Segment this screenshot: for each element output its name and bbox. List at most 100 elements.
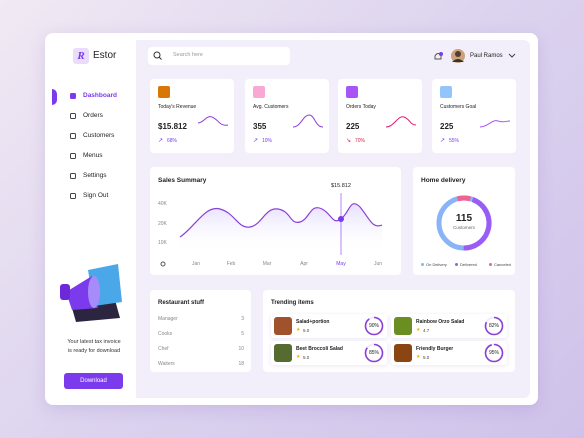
sales-chart — [160, 193, 383, 267]
rating-star: ★ — [296, 327, 301, 333]
sales-card: Sales Summary $15.812 40K 20K 10K Jan Feb Mar… — [150, 167, 401, 275]
trending-item[interactable]: Beet Broccoli Salad ★ 5.0 85% — [271, 341, 387, 365]
progress-ring — [484, 343, 504, 363]
sales-line — [179, 203, 383, 238]
progress-ring — [364, 316, 384, 336]
stat-value: 225 — [346, 122, 360, 131]
sparkline — [385, 116, 417, 128]
stat-change: 68% — [167, 138, 178, 144]
staff-title: Restaurant stuff — [158, 300, 205, 306]
trending-item[interactable]: Rainbow Orzo Salad ★ 4.7 82% — [391, 314, 507, 338]
avatar[interactable] — [451, 49, 465, 63]
promo-illustration — [60, 264, 122, 322]
chevron[interactable] — [508, 53, 516, 58]
menu-item[interactable]: Sign Out — [83, 192, 109, 199]
settings-icon[interactable] — [160, 261, 166, 267]
sales-title: Sales Summary — [158, 177, 207, 184]
stat-icon — [440, 86, 452, 98]
menu-item[interactable]: Customers — [83, 132, 115, 139]
stat-title: Customers Goal — [440, 104, 477, 110]
promo-text: Your latest tax invoice is ready for dow… — [67, 339, 121, 354]
menu-icon — [70, 173, 76, 179]
progress-arc — [484, 343, 504, 363]
rating-star: ★ — [416, 327, 421, 333]
trending-item[interactable]: Salad+portion ★ 5.0 90% — [271, 314, 387, 338]
sparkline — [197, 116, 229, 126]
stat-icon — [253, 86, 265, 98]
trending-card: Trending items Salad+portion ★ 5.0 90% Rainb… — [263, 290, 515, 372]
donut — [436, 195, 492, 251]
menu-item[interactable]: Dashboard — [83, 92, 117, 99]
staff-count: 3 — [241, 316, 244, 322]
staff-count: 5 — [241, 331, 244, 337]
month-label: Apr — [300, 261, 308, 267]
legend-dot — [455, 263, 458, 266]
progress-label: 90% — [368, 323, 379, 329]
delivery-total-label: Customers — [453, 225, 475, 230]
search-box[interactable] — [148, 47, 290, 65]
active-indicator — [52, 89, 57, 105]
stat-icon — [158, 86, 170, 98]
month-label: Jun — [373, 261, 383, 267]
menu-item[interactable]: Menus — [83, 152, 103, 159]
search-icon — [153, 51, 162, 60]
legend-label: On Delivery — [426, 261, 447, 267]
food-thumb — [274, 344, 292, 362]
sales-area — [180, 203, 382, 253]
month-label: Mar — [262, 261, 272, 267]
item-name: Salad+portion — [296, 319, 330, 325]
menu-icon — [70, 113, 76, 119]
progress-label: 95% — [488, 350, 499, 356]
sidebar — [52, 40, 136, 398]
stat-arrow: ↗ — [253, 138, 259, 144]
stat-value: $15.812 — [158, 122, 187, 131]
progress-arc — [364, 343, 384, 363]
item-name: Rainbow Orzo Salad — [416, 319, 465, 325]
stat-card: Orders Today 225 ↘ 70% — [338, 79, 422, 153]
stat-change: 70% — [355, 138, 366, 144]
month-label: May — [336, 261, 346, 267]
food-thumb — [394, 317, 412, 335]
item-name: Friendly Burger — [416, 346, 454, 352]
staff-role: Waiters — [158, 361, 175, 367]
rating-star: ★ — [296, 354, 301, 360]
legend-dot — [489, 263, 492, 266]
menu-item[interactable]: Orders — [83, 112, 103, 119]
rating-star: ★ — [416, 354, 421, 360]
stat-arrow: ↗ — [158, 138, 164, 144]
y-label: 40K — [158, 201, 167, 207]
sales-highlight: $15.812 — [331, 183, 351, 189]
brand: Estor — [93, 50, 117, 61]
stat-change: 55% — [449, 138, 460, 144]
item-rating: 5.0 — [303, 354, 310, 360]
item-rating: 4.7 — [423, 327, 430, 333]
progress-ring — [364, 343, 384, 363]
sparkline-path — [479, 120, 511, 128]
stat-arrow: ↗ — [440, 138, 446, 144]
food-thumb — [394, 344, 412, 362]
menu-icon — [70, 153, 76, 159]
staff-count: 10 — [238, 346, 244, 352]
stat-value: 225 — [440, 122, 454, 131]
legend-label: Canceled — [494, 261, 511, 267]
item-rating: 5.0 — [303, 327, 310, 333]
progress-label: 82% — [488, 323, 499, 329]
sparkline — [292, 114, 324, 128]
menu-item[interactable]: Settings — [83, 172, 107, 179]
staff-role: Cooks — [158, 331, 173, 337]
stat-change: 10% — [262, 138, 273, 144]
staff-role: Manager — [158, 316, 178, 322]
download-button[interactable]: Download — [64, 373, 123, 389]
stat-title: Orders Today — [346, 104, 376, 110]
legend-label: Delivered — [460, 261, 477, 267]
trending-item[interactable]: Friendly Burger ★ 5.0 95% — [391, 341, 507, 365]
sparkline-path — [197, 116, 229, 126]
stat-title: Avg. Customers — [253, 104, 289, 110]
menu-icon — [70, 133, 76, 139]
delivery-card: Home delivery 115 Customers On Delivery D… — [413, 167, 515, 275]
y-label: 20K — [158, 221, 167, 227]
bell-icon[interactable] — [432, 51, 444, 63]
menu-icon — [70, 193, 76, 199]
stat-icon — [346, 86, 358, 98]
legend-dot — [421, 263, 424, 266]
